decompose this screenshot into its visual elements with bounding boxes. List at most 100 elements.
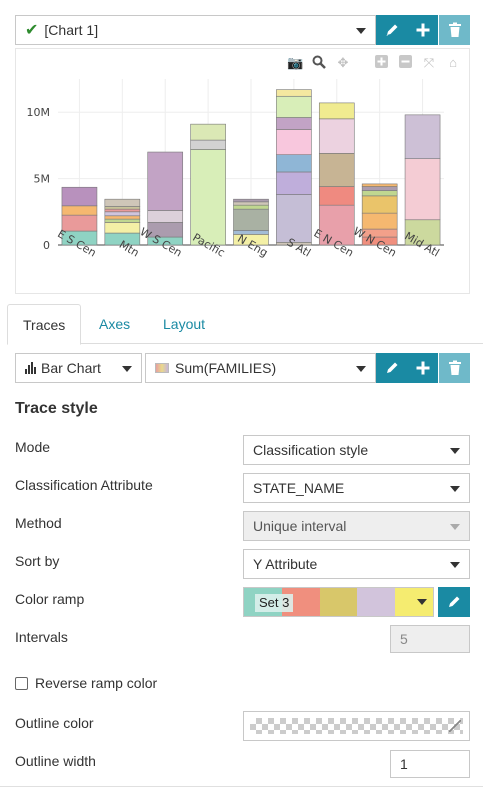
intervals-label: Intervals: [15, 629, 68, 645]
bar-segment: [104, 208, 141, 213]
bar-segment: [276, 117, 312, 130]
trace-type-value: Bar Chart: [41, 360, 101, 376]
trace-toolbar: Bar Chart Sum(FAMILIES): [15, 353, 470, 383]
y-tick-label: 0: [43, 239, 50, 252]
chevron-down-icon: [450, 562, 460, 568]
bar-segment: [276, 95, 312, 118]
autoscale-icon[interactable]: ⤧: [423, 55, 435, 70]
tab-traces[interactable]: Traces: [7, 304, 82, 345]
pencil-icon: [386, 362, 397, 373]
add-chart-button[interactable]: [407, 15, 438, 45]
bar-segment: [233, 201, 269, 206]
zoom-icon[interactable]: [311, 55, 327, 72]
chart-select-value: [Chart 1]: [44, 22, 99, 38]
pan-icon[interactable]: ✥: [337, 55, 349, 70]
bar-segment: [233, 198, 269, 203]
mode-label: Mode: [15, 439, 51, 455]
mode-select[interactable]: Classification style: [243, 435, 470, 465]
chevron-down-icon: [450, 524, 460, 530]
classification-attribute-select[interactable]: STATE_NAME: [243, 473, 470, 503]
trash-icon: [448, 22, 461, 37]
bar-segment: [104, 218, 141, 223]
bar-segment: [190, 123, 226, 141]
bar-segment: [404, 114, 441, 159]
method-select: Unique interval: [243, 511, 470, 541]
camera-icon[interactable]: 📷: [287, 55, 304, 70]
bar-segment: [276, 89, 312, 97]
bar-segment: [104, 206, 141, 210]
bar-segment: [147, 210, 184, 223]
edit-color-ramp-button[interactable]: [438, 587, 470, 617]
bar-segment: [190, 149, 226, 246]
bar-segment: [404, 219, 441, 246]
outline-width-label: Outline width: [15, 753, 96, 769]
bar-segment: [61, 214, 98, 232]
y-tick-label: 5M: [34, 173, 51, 186]
bar-segment: [361, 195, 398, 214]
bar-segment: [318, 204, 355, 246]
outline-color-label: Outline color: [15, 715, 94, 731]
bar-segment: [233, 208, 269, 231]
chevron-down-icon: [417, 599, 427, 605]
divider: [0, 786, 483, 787]
delete-chart-button[interactable]: [439, 15, 470, 45]
zoom-out-icon[interactable]: [397, 55, 413, 72]
bar-segment: [318, 118, 355, 154]
outline-color-picker[interactable]: [243, 711, 470, 741]
bar-segment: [361, 186, 398, 191]
bar-segment: [61, 186, 98, 207]
bar-segment: [318, 102, 355, 120]
reverse-ramp-checkbox[interactable]: [15, 677, 28, 690]
bar-segment: [104, 211, 141, 217]
sort-by-select[interactable]: Y Attribute: [243, 549, 470, 579]
home-icon[interactable]: ⌂: [449, 55, 457, 70]
intervals-input: 5: [390, 625, 470, 653]
bar-segment: [276, 171, 312, 195]
bar-segment: [233, 230, 269, 235]
bar-segment: [104, 215, 141, 220]
color-ramp-label: Color ramp: [15, 591, 85, 607]
trace-type-select[interactable]: Bar Chart: [15, 353, 142, 383]
edit-chart-button[interactable]: [376, 15, 407, 45]
add-trace-button[interactable]: [407, 353, 438, 383]
plus-icon: [416, 23, 429, 37]
ramp-segment: [357, 588, 396, 616]
method-select-value: Unique interval: [253, 518, 347, 534]
tab-layout[interactable]: Layout: [163, 316, 206, 332]
trash-icon: [448, 360, 461, 375]
chevron-down-icon: [122, 366, 132, 372]
editor-tabs: Traces Axes Layout: [7, 304, 483, 345]
bar-segment: [276, 129, 312, 155]
bar-segment: [318, 186, 355, 206]
reverse-ramp-label: Reverse ramp color: [35, 675, 158, 691]
edit-trace-button[interactable]: [376, 353, 407, 383]
chevron-down-icon: [450, 448, 460, 454]
pencil-icon: [386, 24, 397, 36]
y-tick-label: 10M: [27, 106, 51, 119]
bar-segment: [361, 190, 398, 197]
trace-select[interactable]: Sum(FAMILIES): [145, 353, 376, 383]
bar-segment: [190, 139, 226, 150]
bar-segment: [404, 158, 441, 221]
chart-select[interactable]: ✔ [Chart 1]: [15, 15, 376, 45]
outline-width-input[interactable]: 1: [390, 750, 470, 778]
method-label: Method: [15, 515, 62, 531]
sort-by-label: Sort by: [15, 553, 60, 569]
bar-segment: [361, 183, 398, 187]
color-ramp-icon: [155, 363, 169, 373]
chart-area: 📷 ✥ ⤧ ⌂ 0 5M 10M E S Cen Mtn W S Cen Pacific N …: [15, 48, 470, 294]
bar-segment: [276, 194, 312, 243]
bar-segment: [233, 204, 269, 210]
chart-modebar: 📷 ✥ ⤧ ⌂: [287, 55, 461, 72]
tab-axes[interactable]: Axes: [99, 316, 131, 332]
chart-toolbar: ✔ [Chart 1]: [15, 15, 470, 45]
delete-trace-button[interactable]: [439, 353, 470, 383]
mode-select-value: Classification style: [253, 442, 369, 458]
bar-chart-icon: [25, 362, 36, 374]
bar-segment: [104, 222, 141, 234]
transparent-swatch: [250, 718, 463, 734]
bar-segment: [147, 151, 184, 211]
zoom-in-icon[interactable]: [373, 55, 389, 72]
classification-attribute-value: STATE_NAME: [253, 480, 345, 496]
